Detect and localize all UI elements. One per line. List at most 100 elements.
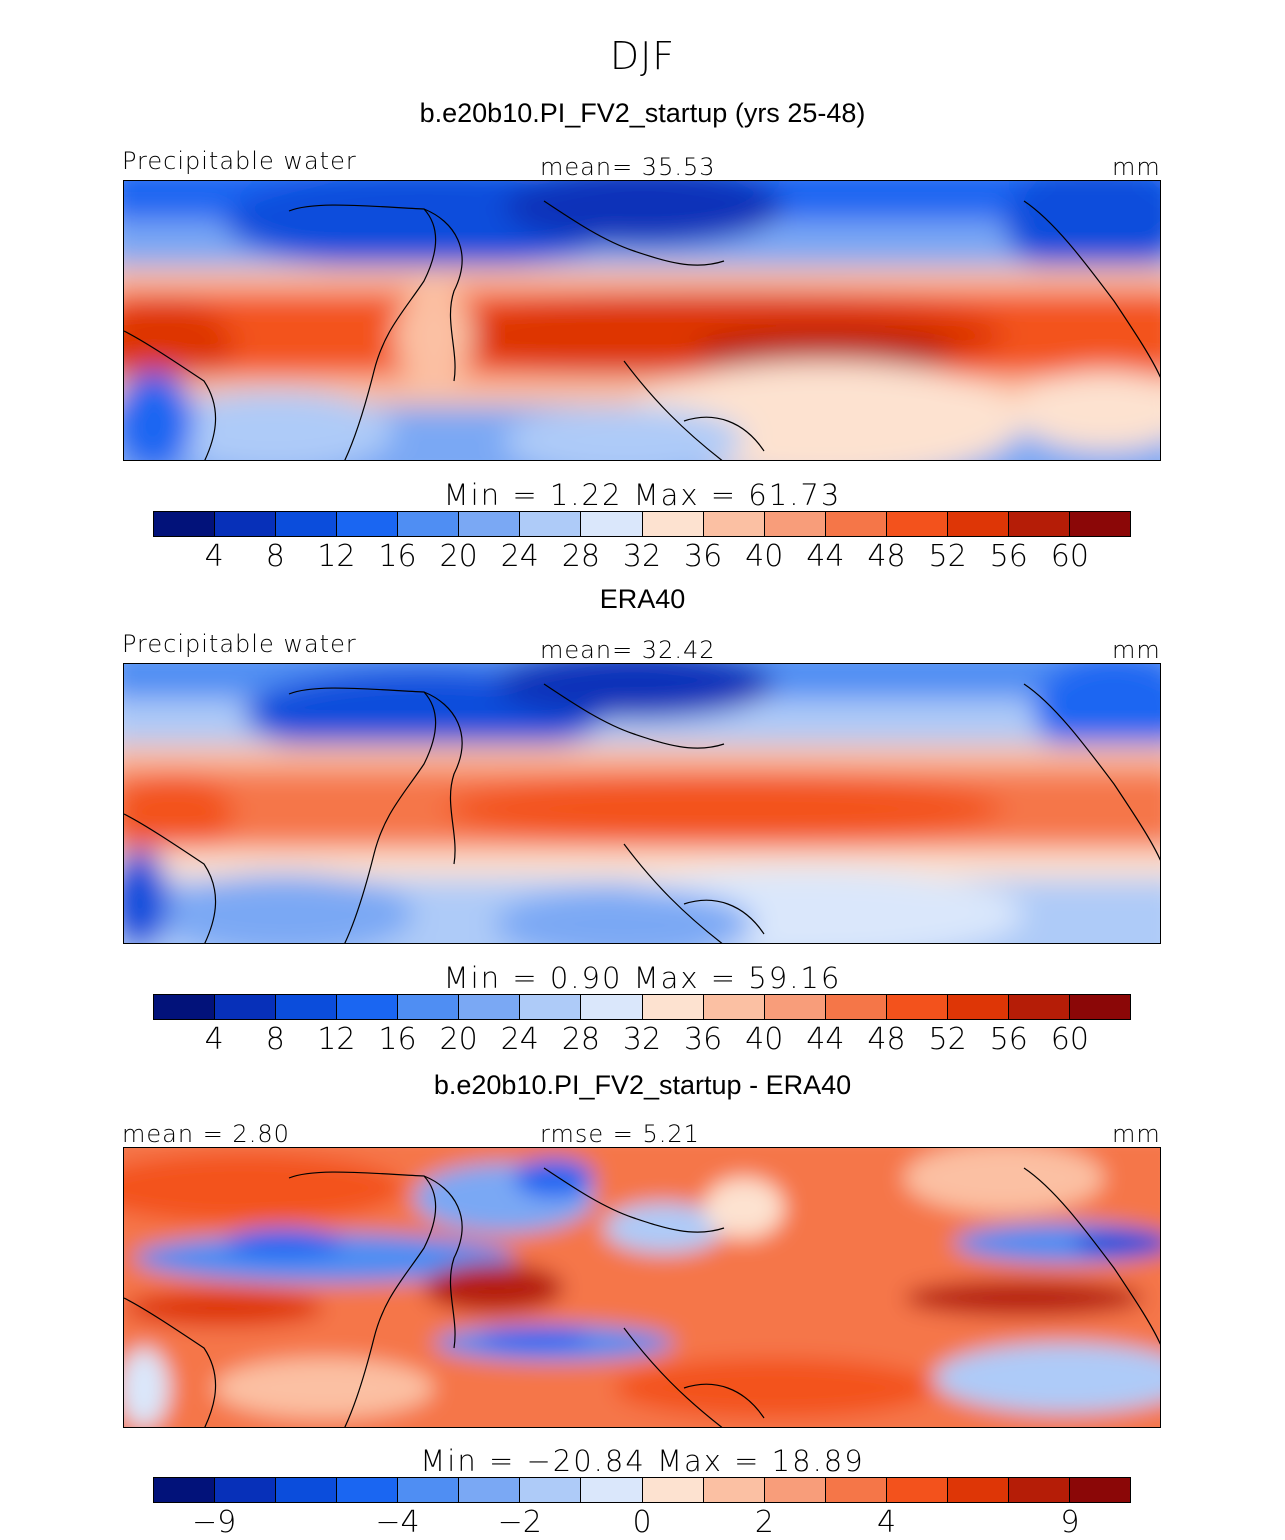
colorbar-swatch bbox=[642, 512, 704, 536]
colorbar-swatch bbox=[154, 995, 216, 1019]
colorbar-tick-label: 40 bbox=[745, 539, 784, 574]
colorbar-swatch bbox=[398, 512, 460, 536]
colorbar-tick-label: 24 bbox=[500, 539, 539, 574]
colorbar-tick-label: 20 bbox=[439, 539, 478, 574]
colorbar-tick-label: 32 bbox=[622, 539, 662, 574]
colorbar-swatch bbox=[825, 1478, 887, 1502]
colorbar-tick-label: 44 bbox=[806, 1022, 845, 1057]
colorbar-tick-label: −9 bbox=[192, 1505, 237, 1540]
panel-3-units: mm bbox=[1112, 1120, 1161, 1148]
colorbar-tick-label: 16 bbox=[378, 1022, 417, 1057]
panel-2-map bbox=[123, 663, 1161, 944]
colorbar-tick-label: 16 bbox=[378, 539, 417, 574]
panel-3-minmax: Min = −20.84 Max = 18.89 bbox=[420, 1444, 865, 1478]
panel-3-map bbox=[123, 1147, 1161, 1428]
colorbar-tick-label: −4 bbox=[375, 1505, 420, 1540]
panel-1-units: mm bbox=[1112, 153, 1161, 181]
colorbar-tick-label: 56 bbox=[989, 1022, 1028, 1057]
panel-2-left-label: Precipitable water bbox=[122, 630, 357, 658]
colorbar-tick-label: 24 bbox=[500, 1022, 539, 1057]
colorbar-tick-label: 32 bbox=[622, 1022, 662, 1057]
colorbar-swatch bbox=[886, 512, 948, 536]
colorbar-swatch bbox=[398, 995, 460, 1019]
colorbar-tick-label: 52 bbox=[928, 1022, 967, 1057]
colorbar-swatch bbox=[459, 512, 521, 536]
colorbar-swatch bbox=[886, 995, 948, 1019]
colorbar-tick-label: 2 bbox=[754, 1505, 774, 1540]
colorbar-swatch bbox=[520, 1478, 582, 1502]
colorbar-swatch bbox=[886, 1478, 948, 1502]
colorbar-swatch bbox=[1069, 512, 1130, 536]
colorbar-swatch bbox=[154, 1478, 216, 1502]
colorbar-tick-label: 4 bbox=[876, 1505, 897, 1540]
colorbar-swatch bbox=[764, 1478, 826, 1502]
colorbar-swatch bbox=[1008, 995, 1070, 1019]
colorbar-swatch bbox=[276, 512, 338, 536]
colorbar-tick-label: 8 bbox=[265, 539, 285, 574]
colorbar-tick-label: 8 bbox=[265, 1022, 285, 1057]
colorbar-tick-label: 48 bbox=[867, 539, 906, 574]
panel-1-minmax: Min = 1.22 Max = 61.73 bbox=[443, 478, 842, 512]
colorbar-tick-label: 36 bbox=[684, 539, 723, 574]
colorbar-swatch bbox=[1008, 1478, 1070, 1502]
colorbar-swatch bbox=[276, 995, 338, 1019]
colorbar-swatch bbox=[703, 995, 765, 1019]
colorbar-swatch bbox=[398, 1478, 460, 1502]
colorbar-swatch bbox=[520, 995, 582, 1019]
panel-2-title: ERA40 bbox=[599, 584, 686, 614]
panel-1-map bbox=[123, 180, 1161, 461]
colorbar-swatch bbox=[520, 512, 582, 536]
colorbar-tick-label: 44 bbox=[806, 539, 845, 574]
colorbar-tick-label: 4 bbox=[204, 539, 224, 574]
colorbar-swatch bbox=[276, 1478, 338, 1502]
colorbar-swatch bbox=[764, 995, 826, 1019]
panel-3-left-label: mean = 2.80 bbox=[122, 1120, 290, 1148]
panel-2-units: mm bbox=[1112, 636, 1161, 664]
colorbar-swatch bbox=[154, 512, 216, 536]
colorbar-tick-label: 60 bbox=[1050, 539, 1089, 574]
colorbar-swatch bbox=[703, 1478, 765, 1502]
colorbar-swatch bbox=[947, 1478, 1009, 1502]
colorbar-swatch bbox=[581, 512, 643, 536]
colorbar-swatch bbox=[337, 1478, 399, 1502]
colorbar-tick-label: 48 bbox=[867, 1022, 906, 1057]
panel-2-minmax: Min = 0.90 Max = 59.16 bbox=[443, 961, 842, 995]
colorbar-swatch bbox=[337, 995, 399, 1019]
colorbar-tick-label: 12 bbox=[317, 1022, 356, 1057]
colorbar-swatch bbox=[581, 995, 643, 1019]
colorbar-swatch bbox=[459, 995, 521, 1019]
panel-1-center-label: mean= 35.53 bbox=[540, 153, 716, 181]
colorbar-swatch bbox=[642, 995, 704, 1019]
colorbar-swatch bbox=[825, 995, 887, 1019]
panel-1-title: b.e20b10.PI_FV2_startup (yrs 25-48) bbox=[419, 98, 866, 128]
colorbar-swatch bbox=[337, 512, 399, 536]
colorbar-tick-label: 9 bbox=[1060, 1505, 1080, 1540]
colorbar-tick-label: 0 bbox=[632, 1505, 652, 1540]
colorbar-swatch bbox=[825, 512, 887, 536]
colorbar-swatch bbox=[459, 1478, 521, 1502]
colorbar-tick-label: 20 bbox=[439, 1022, 478, 1057]
colorbar-swatch bbox=[1069, 995, 1130, 1019]
colorbar-tick-label: 4 bbox=[204, 1022, 224, 1057]
colorbar-tick-label: 60 bbox=[1050, 1022, 1089, 1057]
colorbar-tick-label: 12 bbox=[317, 539, 356, 574]
panel-2-center-label: mean= 32.42 bbox=[540, 636, 716, 664]
colorbar-swatch bbox=[947, 512, 1009, 536]
panel-3-title: b.e20b10.PI_FV2_startup - ERA40 bbox=[433, 1070, 852, 1100]
colorbar-tick-label: 28 bbox=[561, 1022, 600, 1057]
colorbar-swatch bbox=[215, 512, 277, 536]
colorbar-swatch bbox=[947, 995, 1009, 1019]
panel-3-center-label: rmse = 5.21 bbox=[540, 1120, 700, 1148]
colorbar-swatch bbox=[703, 512, 765, 536]
colorbar-tick-label: −2 bbox=[497, 1505, 542, 1540]
colorbar-swatch bbox=[1069, 1478, 1130, 1502]
panel-3-colorbar bbox=[153, 1477, 1131, 1503]
colorbar-tick-label: 40 bbox=[745, 1022, 784, 1057]
colorbar-tick-label: 56 bbox=[989, 539, 1028, 574]
colorbar-swatch bbox=[581, 1478, 643, 1502]
colorbar-tick-label: 28 bbox=[561, 539, 600, 574]
panel-1-left-label: Precipitable water bbox=[122, 147, 357, 175]
panel-2-colorbar bbox=[153, 994, 1131, 1020]
colorbar-swatch bbox=[764, 512, 826, 536]
season-title: DJF bbox=[609, 34, 676, 78]
